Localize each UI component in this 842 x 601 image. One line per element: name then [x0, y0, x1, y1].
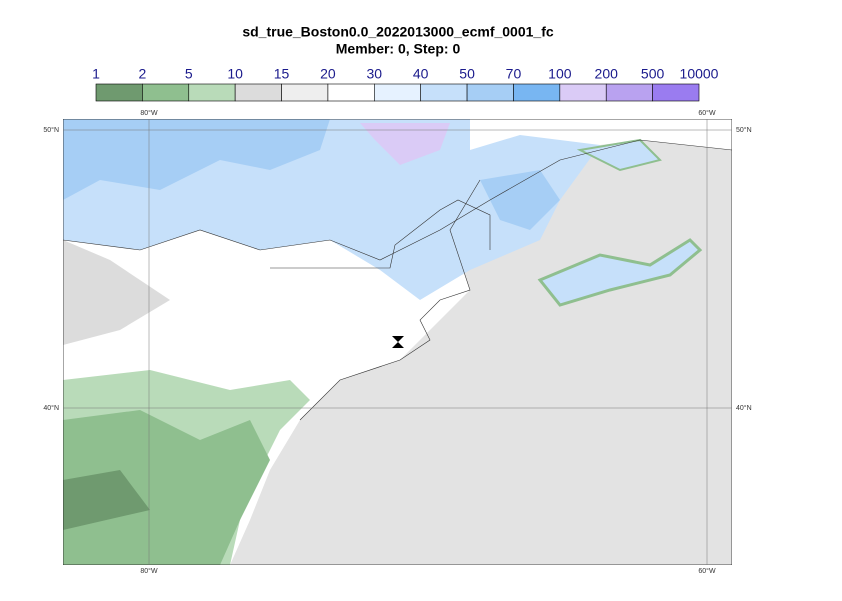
- colorbar-label: 5: [185, 66, 193, 82]
- snow-blue-dark: [63, 119, 330, 200]
- colorbar-label: 2: [138, 66, 146, 82]
- lon-label: 60°W: [698, 567, 716, 575]
- colorbar-label: 200: [595, 66, 619, 82]
- colorbar-box: [513, 83, 561, 102]
- colorbar-label: 1: [92, 66, 100, 82]
- colorbar-box: [327, 83, 375, 102]
- land-grey: [63, 240, 170, 345]
- colorbar: 1 2 5 10 15 20 30 40 50 70 100 200 500 10000: [92, 66, 719, 102]
- graticule: [63, 119, 732, 565]
- colorbar-box: [95, 83, 143, 102]
- colorbar-label: 40: [413, 66, 429, 82]
- lat-label: 50°N: [736, 126, 752, 134]
- border: [270, 199, 491, 269]
- colorbar-label: 10: [227, 66, 243, 82]
- colorbar-box: [188, 83, 236, 102]
- land-green-dark: [63, 470, 150, 530]
- lon-label: 80°W: [140, 109, 158, 117]
- coastline: [63, 139, 732, 261]
- lon-label: 60°W: [698, 109, 716, 117]
- snow-blue-dark: [480, 170, 560, 230]
- colorbar-label: 70: [506, 66, 522, 82]
- colorbar-label: 30: [367, 66, 383, 82]
- colorbar-box: [466, 83, 514, 102]
- lat-label: 40°N: [736, 404, 752, 412]
- colorbar-box: [281, 83, 329, 102]
- colorbar-box: [234, 83, 282, 102]
- colorbar-label: 15: [274, 66, 290, 82]
- nova-scotia: [537, 238, 703, 307]
- colorbar-box: [652, 83, 700, 102]
- colorbar-label: 20: [320, 66, 336, 82]
- title: sd_true_Boston0.0_2022013000_ecmf_0001_f…: [242, 24, 554, 40]
- colorbar-box: [374, 83, 421, 102]
- lat-label: 40°N: [43, 404, 59, 412]
- lat-label: 50°N: [43, 126, 59, 134]
- land-green: [63, 410, 270, 565]
- coastline: [299, 179, 481, 421]
- colorbar-box: [559, 83, 607, 102]
- colorbar-label: 10000: [680, 66, 719, 82]
- colorbar-box: [142, 83, 190, 102]
- location-marker: [392, 336, 404, 348]
- snow-purple: [360, 123, 450, 165]
- lon-label: 80°W: [140, 567, 158, 575]
- subtitle: Member: 0, Step: 0: [336, 41, 461, 57]
- map: 80°W 60°W 80°W 60°W 50°N 50°N 40°N 40°N: [43, 109, 751, 575]
- colorbar-label: 50: [459, 66, 475, 82]
- colorbar-box: [420, 83, 468, 102]
- island: [576, 138, 662, 172]
- colorbar-box: [605, 83, 653, 102]
- colorbar-label: 100: [548, 66, 572, 82]
- colorbar-label: 500: [641, 66, 665, 82]
